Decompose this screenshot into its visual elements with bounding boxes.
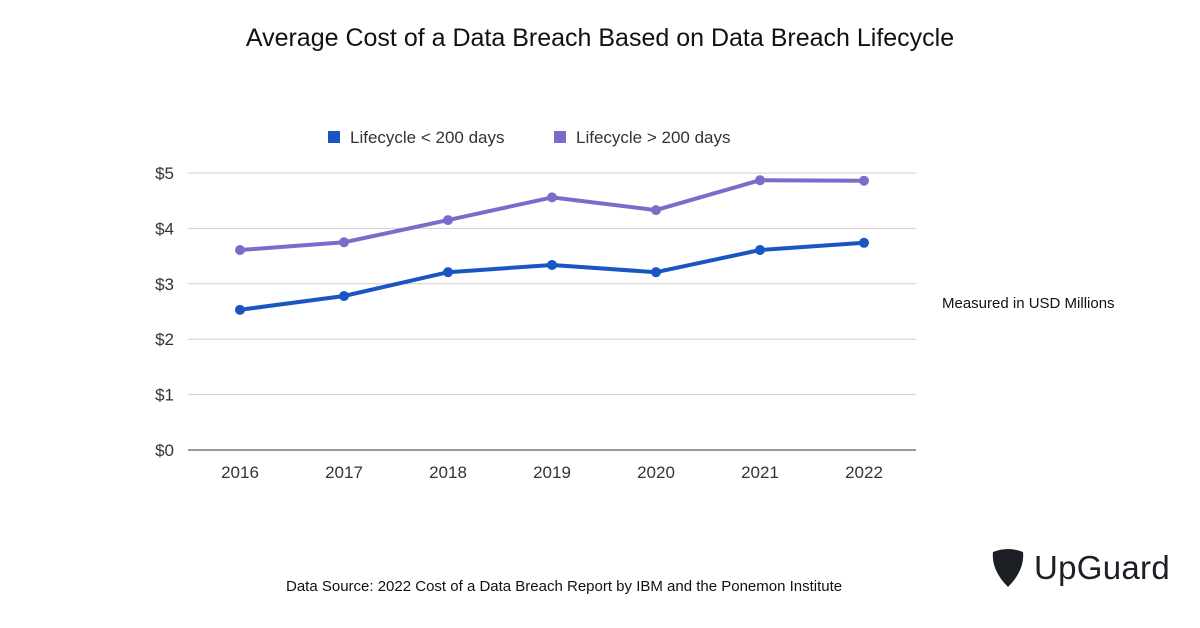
brand-name: UpGuard	[1034, 549, 1171, 586]
y-tick-label: $1	[155, 386, 174, 405]
units-annotation: Measured in USD Millions	[942, 295, 1115, 312]
legend-item: Lifecycle < 200 days	[328, 128, 505, 147]
y-tick-label: $5	[155, 164, 174, 183]
data-source-note: Data Source: 2022 Cost of a Data Breach …	[286, 578, 843, 595]
x-tick-label: 2019	[533, 463, 571, 482]
x-tick-label: 2016	[221, 463, 259, 482]
x-tick-label: 2022	[845, 463, 883, 482]
upguard-logo: UpGuard	[990, 548, 1170, 588]
series-line	[238, 240, 866, 312]
data-point	[651, 267, 661, 278]
data-point	[651, 205, 661, 216]
chart-title: Average Cost of a Data Breach Based on D…	[245, 24, 955, 52]
series-line	[238, 178, 866, 252]
data-point	[235, 304, 245, 315]
x-axis-ticks: 2016 2017 2018 2019 2020 2021 2022	[221, 463, 883, 482]
x-tick-label: 2020	[637, 463, 675, 482]
y-tick-label: $4	[155, 219, 174, 238]
data-point	[443, 267, 453, 278]
x-tick-label: 2017	[325, 463, 363, 482]
y-tick-label: $2	[155, 330, 174, 349]
shield-icon	[992, 549, 1024, 587]
gridlines	[188, 172, 916, 451]
data-point	[547, 259, 557, 270]
legend-swatch	[328, 131, 340, 143]
legend-item: Lifecycle > 200 days	[554, 128, 731, 147]
data-point	[547, 192, 557, 203]
data-point	[755, 245, 765, 256]
legend: Lifecycle < 200 days Lifecycle > 200 days	[328, 128, 731, 147]
data-point	[339, 237, 349, 248]
y-tick-label: $0	[155, 441, 174, 460]
data-point	[235, 245, 245, 256]
legend-swatch	[554, 131, 566, 143]
y-axis-ticks: $0 $1 $2 $3 $4 $5	[155, 164, 174, 460]
data-point	[443, 215, 453, 226]
x-tick-label: 2018	[429, 463, 467, 482]
series-points	[235, 175, 869, 315]
legend-label: Lifecycle < 200 days	[350, 128, 505, 147]
data-point	[859, 175, 869, 186]
y-tick-label: $3	[155, 275, 174, 294]
data-point	[755, 175, 765, 186]
data-point	[339, 290, 349, 301]
data-point	[859, 237, 869, 248]
legend-label: Lifecycle > 200 days	[576, 128, 731, 147]
x-tick-label: 2021	[741, 463, 779, 482]
